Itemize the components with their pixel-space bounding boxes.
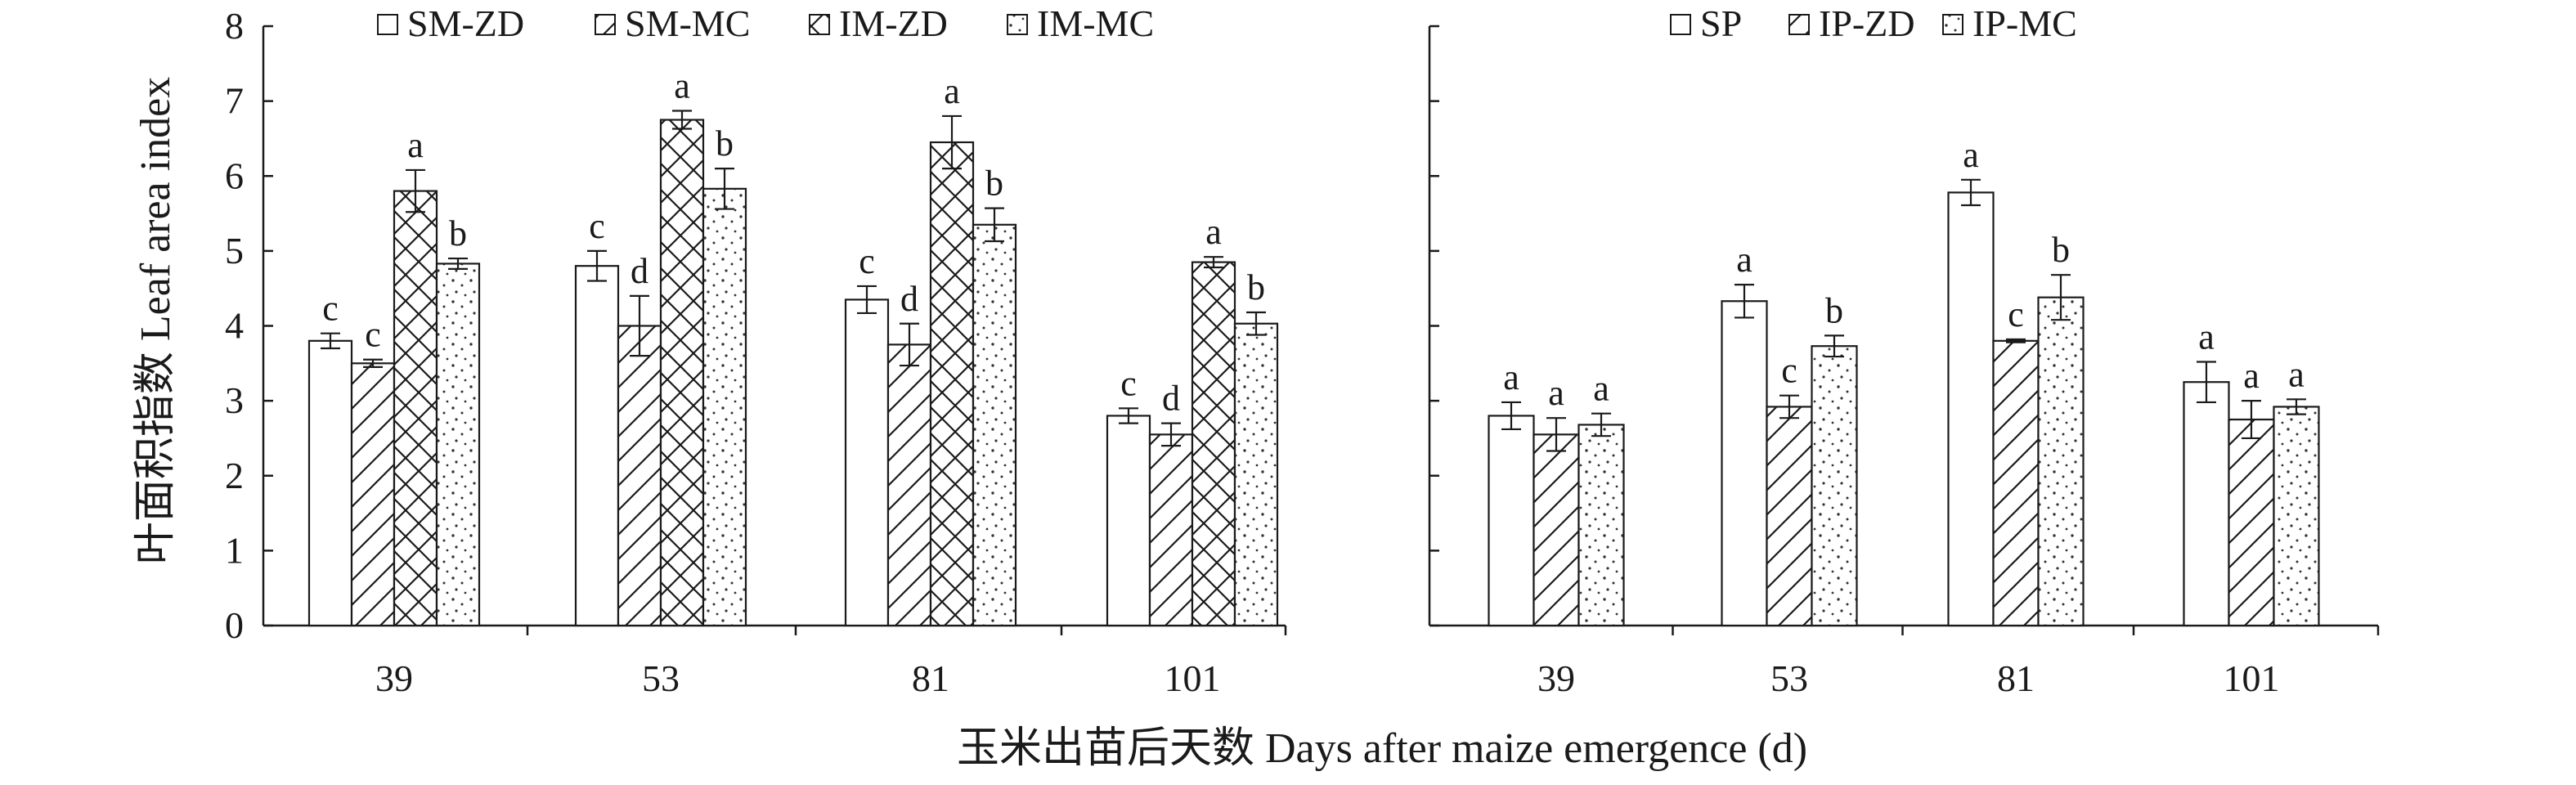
legend-swatch — [595, 14, 616, 35]
bar-sm-mc — [1148, 433, 1194, 627]
bar-im-mc — [702, 187, 747, 627]
bar-sp — [1721, 300, 1768, 627]
y-tick-label: 5 — [225, 230, 244, 271]
bar-ip-mc — [2037, 296, 2085, 627]
significance-label: a — [2288, 354, 2304, 394]
significance-label: a — [944, 71, 960, 111]
significance-label: a — [407, 125, 424, 165]
legend-label: IM-MC — [1037, 2, 1154, 44]
significance-label: c — [1120, 363, 1137, 403]
significance-label: b — [1247, 267, 1265, 307]
x-tick-label: 81 — [1997, 657, 2035, 699]
legend-swatch — [377, 14, 398, 35]
y-tick-label: 3 — [225, 379, 244, 421]
legend-swatch — [809, 14, 830, 35]
bar-sp — [1947, 191, 1995, 627]
bar-sp — [2183, 381, 2230, 627]
bar-im-zd — [393, 190, 438, 627]
x-axis-title: 玉米出苗后天数 Days after maize emergence (d) — [957, 725, 1807, 772]
x-tick-label: 81 — [912, 657, 949, 699]
x-tick-label: 53 — [642, 657, 680, 699]
bar-sm-mc — [886, 343, 932, 627]
significance-label: b — [2052, 230, 2070, 270]
x-tick-label: 39 — [375, 657, 413, 699]
bar-im-zd — [659, 119, 705, 627]
y-tick-label: 2 — [225, 455, 244, 496]
bar-im-zd — [1191, 261, 1236, 627]
legend-label: IM-ZD — [839, 2, 948, 44]
significance-label: a — [2198, 316, 2215, 357]
bar-im-zd — [929, 141, 975, 627]
significance-label: b — [1825, 290, 1843, 330]
significance-label: d — [631, 251, 648, 291]
significance-label: a — [2243, 356, 2260, 396]
significance-label: a — [1963, 135, 1979, 175]
legend-label: SM-ZD — [407, 2, 524, 44]
bar-ip-mc — [1577, 424, 1625, 627]
legend-swatch — [1007, 14, 1028, 35]
legend-swatch — [1788, 14, 1810, 35]
significance-label: d — [900, 279, 918, 319]
y-axis-title: 叶面积指数 Leaf area index — [132, 77, 179, 564]
bar-sm-zd — [1106, 415, 1151, 627]
legend-label: SP — [1700, 2, 1742, 44]
significance-label: c — [859, 241, 875, 281]
significance-label: c — [589, 206, 605, 246]
bar-ip-zd — [1533, 433, 1580, 627]
bar-ip-mc — [2273, 406, 2320, 627]
bar-sm-mc — [350, 362, 396, 627]
significance-label: a — [1205, 212, 1222, 252]
bar-ip-zd — [1992, 339, 2040, 627]
significance-label: c — [1781, 351, 1797, 391]
significance-label: d — [1162, 379, 1180, 419]
y-tick-label: 0 — [225, 604, 244, 646]
significance-label: b — [716, 123, 734, 164]
significance-label: b — [985, 164, 1003, 204]
left-legend: SM-ZD SM-MC IM-ZD IM-MC — [377, 2, 1154, 44]
legend-label: SM-MC — [625, 2, 750, 44]
legend-swatch — [1670, 14, 1691, 35]
bar-im-mc — [1233, 322, 1279, 627]
y-tick-label: 6 — [225, 155, 244, 196]
bar-im-mc — [972, 223, 1017, 627]
bar-sm-mc — [617, 325, 662, 627]
y-tick-label: 1 — [225, 529, 244, 571]
significance-label: b — [449, 213, 467, 253]
bar-sm-zd — [307, 339, 353, 627]
y-tick-label: 4 — [225, 305, 244, 347]
bar-sm-zd — [844, 298, 890, 627]
significance-label: a — [674, 66, 690, 106]
significance-label: a — [1503, 357, 1519, 397]
right-legend: SP IP-ZD IP-MC — [1670, 2, 2077, 44]
legend-label: IP-ZD — [1819, 2, 1915, 44]
bar-ip-zd — [2228, 418, 2275, 627]
significance-label: a — [1593, 369, 1609, 409]
significance-label: c — [322, 289, 339, 329]
legend-label: IP-MC — [1972, 2, 2077, 44]
x-tick-label: 101 — [1165, 657, 1221, 699]
x-tick-label: 101 — [2224, 657, 2280, 699]
bar-ip-zd — [1766, 406, 1813, 627]
y-tick-label: 8 — [225, 5, 244, 47]
y-tick-label: 7 — [225, 80, 244, 122]
bar-ip-mc — [1811, 345, 1858, 627]
x-tick-label: 39 — [1537, 657, 1575, 699]
significance-label: c — [2008, 294, 2024, 334]
bar-sm-zd — [574, 265, 620, 627]
legend-swatch — [1942, 14, 1963, 35]
x-tick-label: 53 — [1770, 657, 1808, 699]
significance-label: a — [1548, 373, 1564, 413]
significance-label: c — [365, 315, 381, 355]
bar-im-mc — [435, 262, 481, 627]
bar-sp — [1488, 415, 1535, 627]
significance-label: a — [1736, 240, 1752, 280]
